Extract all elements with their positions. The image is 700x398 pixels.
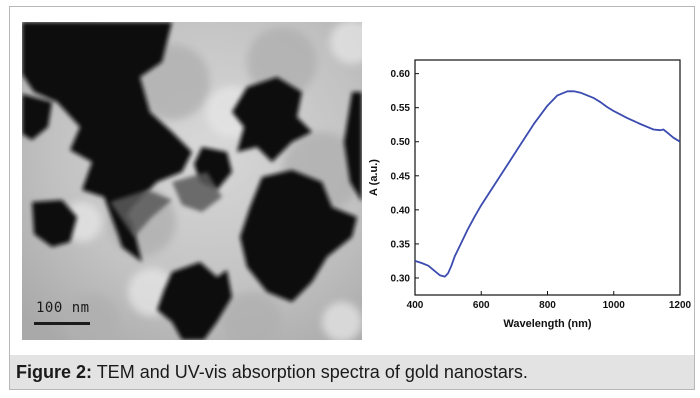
caption-bar: Figure 2: TEM and UV-vis absorption spec…	[10, 355, 694, 389]
y-tick-label: 0.55	[391, 103, 411, 114]
caption-text: TEM and UV-vis absorption spectra of gol…	[92, 362, 528, 382]
x-tick-label: 800	[539, 300, 556, 311]
figure-caption: Figure 2: TEM and UV-vis absorption spec…	[16, 362, 528, 383]
x-tick-label: 600	[473, 300, 490, 311]
y-tick-label: 0.45	[391, 171, 411, 182]
x-tick-label: 1200	[669, 300, 692, 311]
x-tick-label: 1000	[603, 300, 626, 311]
caption-label: Figure 2:	[16, 362, 93, 382]
y-tick-label: 0.40	[391, 205, 411, 216]
plot-frame	[414, 59, 681, 296]
absorption-chart: 400 600 800 1000 1200 0.30 0.35 0.40 0.45 0.50 0.5…	[368, 59, 692, 330]
y-tick-label: 0.50	[391, 137, 411, 148]
y-tick-label: 0.30	[391, 273, 411, 284]
scale-bar-label: 100 nm	[36, 300, 90, 316]
y-axis-title: A (a.u.)	[368, 159, 380, 196]
tem-micrograph: 100 nm	[22, 22, 362, 340]
tem-image	[22, 22, 362, 340]
absorption-spectrum-line	[414, 90, 681, 278]
y-tick-label: 0.35	[391, 239, 411, 250]
x-tick-label: 400	[407, 300, 424, 311]
x-axis-title: Wavelength (nm)	[503, 318, 592, 330]
y-tick-label: 0.60	[391, 69, 411, 80]
